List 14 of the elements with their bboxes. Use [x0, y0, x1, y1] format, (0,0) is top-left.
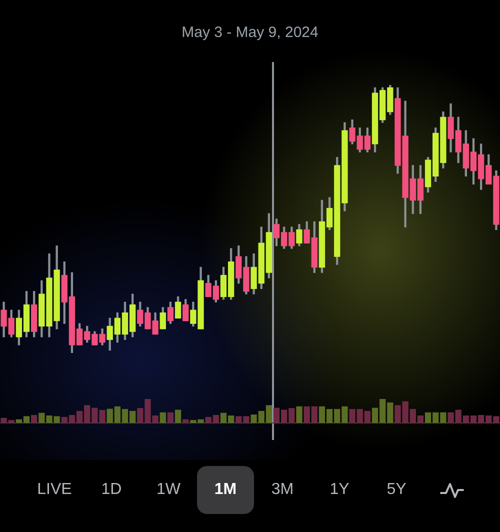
text: 1M	[197, 466, 254, 514]
text: LIVE	[36, 480, 73, 500]
text: 5Y	[386, 480, 408, 500]
chart-title: May 3 - May 9, 2024	[180, 24, 320, 41]
text: 1D	[100, 480, 123, 500]
bar	[167, 412, 174, 423]
bar	[296, 406, 302, 423]
text: 3M	[270, 480, 295, 500]
bar	[160, 412, 166, 423]
text: 1Y	[328, 480, 350, 500]
bar	[31, 414, 38, 423]
bar	[174, 410, 182, 423]
bar	[182, 419, 189, 423]
text: 1W	[156, 480, 182, 500]
